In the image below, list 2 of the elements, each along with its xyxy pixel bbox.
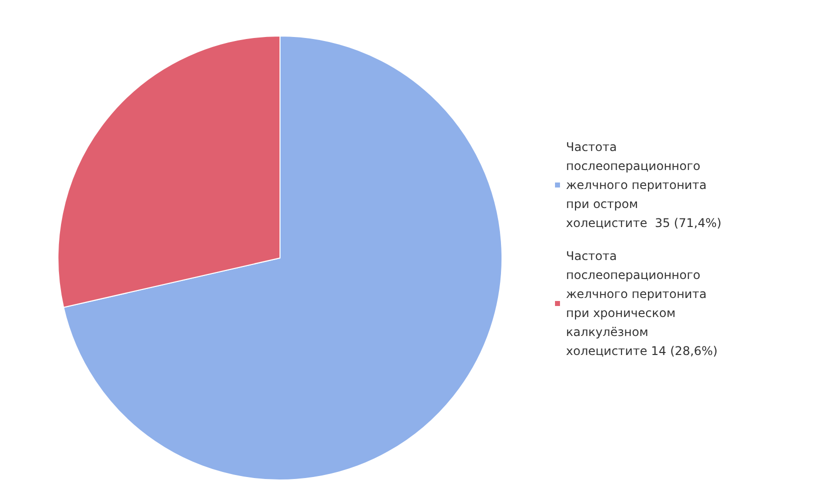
legend-label: Частота послеоперационного желчного перитонита при остром холецистите 35 (71,4%) <box>566 140 722 230</box>
legend-label: Частота послеоперационного желчного перитонита при хроническом калкулёзном холецистите 14 (28,6%) <box>566 249 718 358</box>
